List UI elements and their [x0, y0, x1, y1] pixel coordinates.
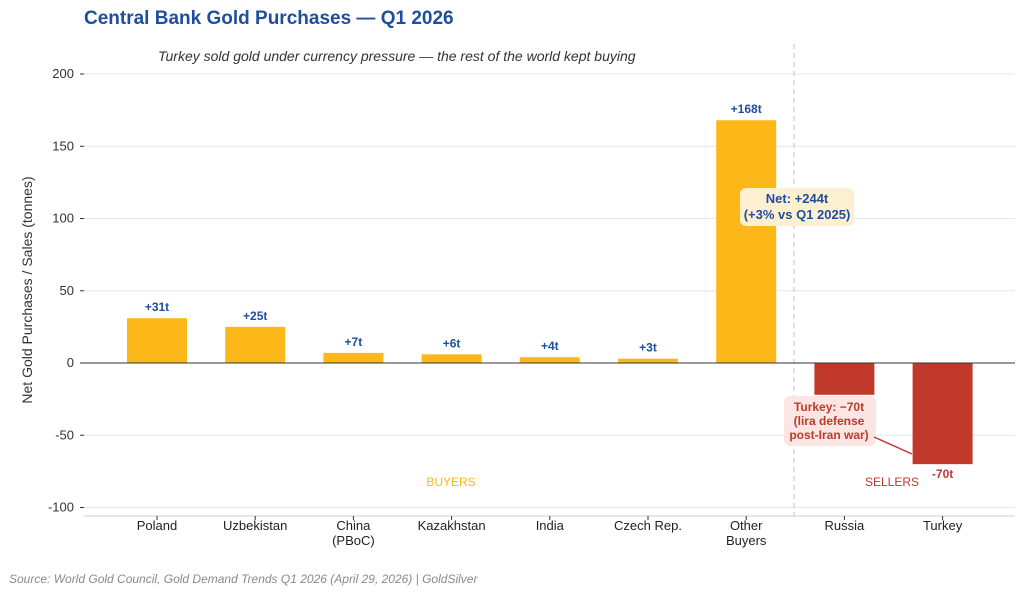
y-axis-ticks: -100 -50 0 50 100 150 200: [48, 66, 84, 515]
chart-title: Central Bank Gold Purchases — Q1 2026: [84, 8, 454, 29]
bar-russia: [814, 363, 875, 395]
x-tick-label-uzbekistan: Uzbekistan: [223, 518, 287, 533]
bar-czech-rep: [618, 358, 678, 363]
net-annotation-box: [740, 188, 854, 226]
data-label-india: +4t: [541, 339, 559, 353]
y-tick-label: 0: [67, 355, 74, 370]
turkey-annotation-arrow: [873, 436, 913, 455]
bar-poland: [127, 318, 187, 363]
bar-turkey: [912, 363, 973, 465]
x-tick-label-india: India: [536, 518, 565, 533]
x-tick-label-czech-rep: Czech Rep.: [614, 518, 682, 533]
data-label-other: +168t: [731, 102, 762, 116]
x-tick-label-other: Other Buyers: [726, 518, 767, 548]
x-axis-categories: Poland Uzbekistan China (PBoC) Kazakhstan Ind…: [137, 516, 963, 548]
bars: [127, 120, 973, 465]
x-tick-label-china: China (PBoC): [332, 518, 375, 548]
data-label-czech-rep: +3t: [639, 341, 657, 355]
turkey-annotation-box: [784, 396, 876, 446]
y-tick-label: 200: [52, 66, 74, 81]
x-tick-label-kazakhstan: Kazakhstan: [418, 518, 486, 533]
bar-kazakhstan: [421, 354, 482, 363]
y-tick-label: 50: [60, 283, 74, 298]
group-labels: BUYERS SELLERS: [426, 475, 919, 489]
y-axis-label: Net Gold Purchases / Sales (tonnes): [19, 176, 35, 403]
data-label-uzbekistan: +25t: [243, 309, 267, 323]
turkey-annotation-line-3: post-Iran war): [789, 428, 868, 442]
bar-uzbekistan: [225, 326, 286, 363]
data-label-kazakhstan: +6t: [443, 336, 461, 350]
gridlines: [84, 73, 1015, 508]
data-label-turkey: -70t: [932, 467, 953, 481]
source-note: Source: World Gold Council, Gold Demand …: [9, 572, 478, 586]
group-label-sellers: SELLERS: [865, 475, 919, 489]
y-tick-label: -50: [55, 427, 74, 442]
data-label-poland: +31t: [145, 300, 169, 314]
data-labels: +31t +25t +7t +6t +4t +3t +168t -70t: [145, 102, 953, 481]
y-tick-label: 150: [52, 138, 74, 153]
turkey-annotation-line-2: (lira defense: [794, 414, 865, 428]
x-tick-label-poland: Poland: [137, 518, 177, 533]
bar-other: [716, 120, 777, 364]
turkey-annotation: Turkey: −70t (lira defense post-Iran war…: [784, 396, 913, 455]
y-tick-label: 100: [52, 211, 74, 226]
bar-china: [323, 352, 384, 363]
x-tick-label-russia: Russia: [825, 518, 866, 533]
chart-subtitle: Turkey sold gold under currency pressure…: [158, 48, 636, 64]
group-label-buyers: BUYERS: [426, 475, 475, 489]
x-tick-label-turkey: Turkey: [923, 518, 963, 533]
net-annotation-line-2: (+3% vs Q1 2025): [744, 207, 851, 222]
bar-india: [519, 357, 580, 363]
net-annotation-line-1: Net: +244t: [766, 191, 829, 206]
net-annotation: Net: +244t (+3% vs Q1 2025): [740, 188, 854, 226]
turkey-annotation-line-1: Turkey: −70t: [794, 400, 864, 414]
data-label-china: +7t: [345, 335, 363, 349]
y-tick-label: -100: [48, 500, 74, 515]
